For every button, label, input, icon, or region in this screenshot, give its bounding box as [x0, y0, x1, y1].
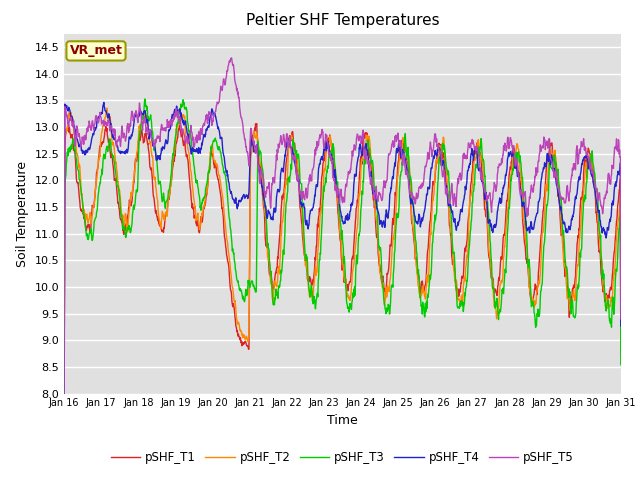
pSHF_T1: [429, 179, 437, 184]
pSHF_T4: [502, 173, 509, 179]
pSHF_T3: [246, 281, 254, 287]
Text: VR_met: VR_met: [70, 44, 122, 58]
pSHF_T2: [617, 351, 625, 357]
Line: pSHF_T2: pSHF_T2: [64, 108, 621, 394]
pSHF_T3: [141, 96, 148, 102]
pSHF_T5: [184, 139, 191, 145]
pSHF_T2: [171, 147, 179, 153]
pSHF_T5: [551, 175, 559, 180]
Line: pSHF_T3: pSHF_T3: [64, 99, 621, 394]
Line: pSHF_T1: pSHF_T1: [64, 124, 621, 394]
pSHF_T3: [502, 270, 509, 276]
pSHF_T5: [228, 55, 236, 60]
pSHF_T5: [246, 129, 254, 135]
pSHF_T3: [184, 122, 192, 128]
pSHF_T3: [617, 362, 625, 368]
Line: pSHF_T4: pSHF_T4: [64, 102, 621, 394]
pSHF_T4: [429, 156, 437, 162]
Legend: pSHF_T1, pSHF_T2, pSHF_T3, pSHF_T4, pSHF_T5: pSHF_T1, pSHF_T2, pSHF_T3, pSHF_T4, pSHF…: [106, 446, 579, 469]
pSHF_T3: [429, 232, 437, 238]
pSHF_T5: [60, 391, 68, 396]
pSHF_T5: [617, 316, 625, 322]
pSHF_T2: [103, 105, 111, 111]
pSHF_T5: [170, 116, 178, 122]
pSHF_T2: [60, 391, 68, 396]
pSHF_T4: [246, 149, 254, 155]
pSHF_T4: [60, 391, 68, 396]
pSHF_T5: [429, 147, 437, 153]
X-axis label: Time: Time: [327, 414, 358, 427]
pSHF_T2: [551, 147, 559, 153]
Title: Peltier SHF Temperatures: Peltier SHF Temperatures: [246, 13, 439, 28]
pSHF_T4: [184, 131, 192, 137]
Line: pSHF_T5: pSHF_T5: [64, 58, 621, 394]
pSHF_T1: [60, 391, 68, 396]
pSHF_T3: [60, 391, 68, 396]
pSHF_T4: [171, 107, 179, 112]
pSHF_T3: [551, 157, 559, 163]
pSHF_T1: [502, 211, 509, 217]
pSHF_T2: [184, 147, 192, 153]
pSHF_T5: [502, 144, 509, 149]
pSHF_T1: [170, 158, 178, 164]
pSHF_T4: [551, 171, 559, 177]
pSHF_T1: [617, 336, 625, 342]
pSHF_T1: [184, 156, 191, 162]
pSHF_T1: [253, 121, 260, 127]
pSHF_T1: [246, 189, 254, 195]
pSHF_T3: [171, 140, 179, 145]
pSHF_T2: [502, 228, 509, 234]
pSHF_T2: [429, 197, 437, 203]
pSHF_T4: [100, 99, 108, 105]
Y-axis label: Soil Temperature: Soil Temperature: [16, 161, 29, 266]
pSHF_T1: [551, 161, 559, 167]
pSHF_T4: [617, 323, 625, 329]
pSHF_T2: [246, 159, 254, 165]
